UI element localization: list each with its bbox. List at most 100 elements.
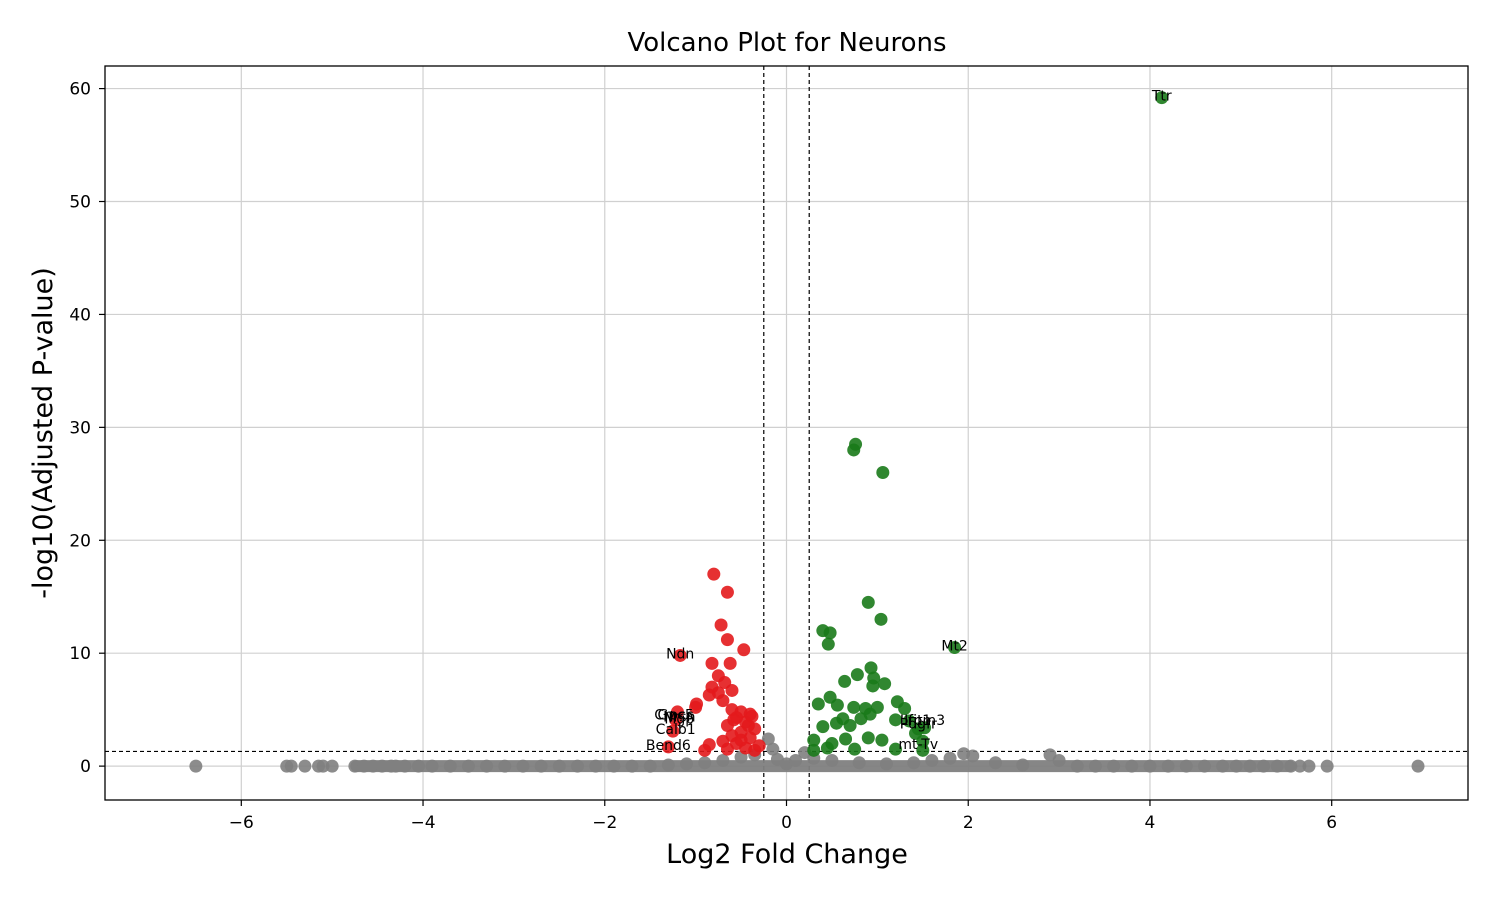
data-point-not-significant [698,756,712,770]
data-point-up [821,637,835,651]
data-point-not-significant [1052,753,1066,767]
data-point-down [666,724,680,738]
data-point-up [816,720,830,734]
data-point-not-significant [1016,758,1030,772]
data-point-down [727,713,741,727]
data-point-not-significant [716,753,730,767]
data-point-not-significant [1107,759,1121,773]
gene-label: Calb1 [656,722,696,738]
gene-label: Mt2 [941,639,967,655]
data-point-down [748,743,762,757]
data-point-not-significant [589,759,603,773]
data-point-not-significant [852,756,866,770]
data-point-up [916,734,930,748]
data-point-up [861,731,875,745]
data-point-not-significant [680,757,694,771]
data-point-up [850,668,864,682]
data-point-not-significant [643,759,657,773]
data-point-not-significant [348,759,362,773]
data-point-not-significant [411,759,425,773]
data-point-not-significant [1229,759,1243,773]
data-point-not-significant [375,759,389,773]
data-point-not-significant [1070,759,1084,773]
data-point-not-significant [1320,759,1334,773]
data-point-not-significant [298,759,312,773]
data-point-not-significant [825,753,839,767]
gene-label: Gpc5 [657,707,693,723]
data-point-not-significant [389,759,403,773]
data-point-up [807,743,821,757]
data-point-down [689,700,703,714]
data-point-not-significant [1302,759,1316,773]
data-point-up [889,713,903,727]
data-point-not-significant [316,759,330,773]
data-point-not-significant [943,751,957,765]
y-tick-label: 0 [80,757,91,777]
data-point-not-significant [966,749,980,763]
data-point-not-significant [789,753,803,767]
data-point-down [745,709,759,723]
data-point-up [847,443,861,457]
data-point-down [669,713,683,727]
data-point-not-significant [534,759,548,773]
y-tick-label: 10 [69,644,91,664]
gene-label: Nrsn [663,710,695,726]
data-point-not-significant [357,759,371,773]
data-point-up [839,732,853,746]
chart-title: Volcano Plot for Neurons [627,28,946,58]
data-point-down [725,683,739,697]
data-point-not-significant [625,759,639,773]
data-point-not-significant [189,759,203,773]
data-point-not-significant [1161,759,1175,773]
x-tick-label: 2 [963,813,974,833]
data-point-up [843,718,857,732]
data-point-not-significant [1179,759,1193,773]
data-point-down [673,648,687,662]
grid [105,66,1468,800]
data-point-not-significant [398,759,412,773]
data-point-not-significant [925,753,939,767]
data-point-not-significant [766,742,780,756]
y-axis-label: -log10(Adjusted P-value) [28,267,59,599]
data-point-up [861,595,875,609]
gene-label: Lrp1 [900,713,931,729]
x-tick-label: 0 [781,813,792,833]
data-point-down [661,740,675,754]
x-tick-label: −4 [411,813,436,833]
data-point-up [864,661,878,675]
x-tick-label: −2 [592,813,617,833]
data-point-not-significant [425,759,439,773]
data-point-not-significant [552,759,566,773]
data-point-up [874,612,888,626]
x-tick-label: −6 [229,813,254,833]
data-point-not-significant [443,759,457,773]
data-point-up [916,743,930,757]
data-point-up [875,733,889,747]
data-point-not-significant [516,759,530,773]
x-tick-label: 4 [1145,813,1156,833]
data-point-up [866,679,880,693]
data-point-not-significant [1243,759,1257,773]
data-point-up [811,697,825,711]
data-point-down [705,656,719,670]
data-point-not-significant [879,757,893,771]
data-point-not-significant [571,759,585,773]
data-point-up [807,733,821,747]
gene-label: Ndn [666,646,694,662]
data-point-up [829,716,843,730]
data-point-up [838,674,852,688]
gene-label: Ttr [1151,89,1172,105]
data-point-up [830,698,844,712]
data-point-down [702,688,716,702]
data-point-down [707,567,721,581]
data-points [189,91,1425,773]
x-axis-ticks: −6 −4 −2 0 2 4 6 [229,800,1337,833]
y-tick-label: 50 [69,193,91,213]
gene-label: Pdgfr [900,716,937,732]
data-point-up [1155,91,1169,105]
data-point-not-significant [1257,759,1271,773]
data-point-not-significant [1143,759,1157,773]
data-point-up [820,741,834,755]
